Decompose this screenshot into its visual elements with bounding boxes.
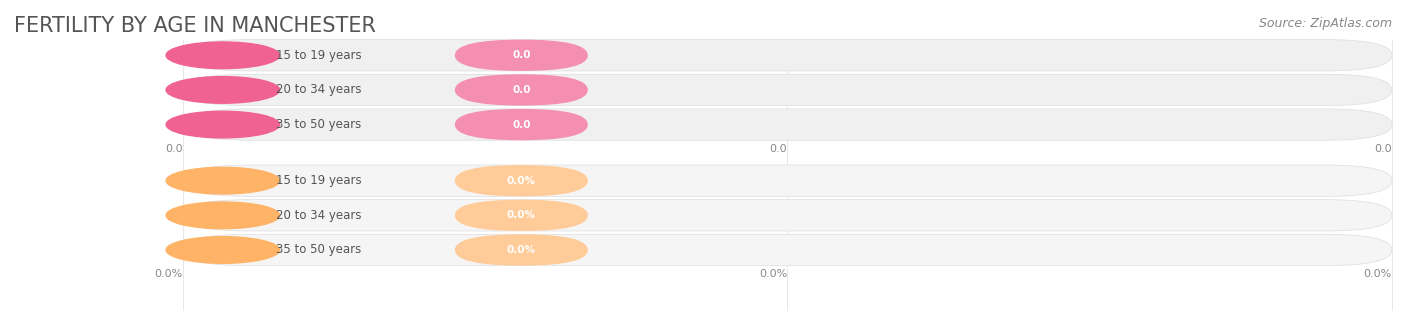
FancyBboxPatch shape	[183, 74, 1392, 106]
Text: 20 to 34 years: 20 to 34 years	[276, 83, 361, 96]
Text: 0.0: 0.0	[1374, 144, 1392, 154]
Text: 15 to 19 years: 15 to 19 years	[276, 49, 361, 62]
Text: 0.0%: 0.0%	[506, 210, 536, 220]
Text: FERTILITY BY AGE IN MANCHESTER: FERTILITY BY AGE IN MANCHESTER	[14, 16, 375, 37]
Text: 15 to 19 years: 15 to 19 years	[276, 174, 361, 187]
FancyBboxPatch shape	[456, 40, 588, 71]
FancyBboxPatch shape	[183, 234, 1392, 266]
FancyBboxPatch shape	[183, 165, 1392, 196]
Text: 0.0: 0.0	[512, 119, 530, 130]
FancyBboxPatch shape	[456, 109, 588, 140]
Text: 0.0%: 0.0%	[759, 269, 787, 279]
FancyBboxPatch shape	[183, 40, 1392, 71]
Text: 0.0%: 0.0%	[506, 245, 536, 255]
Text: 0.0: 0.0	[512, 50, 530, 60]
FancyBboxPatch shape	[183, 109, 1392, 140]
Circle shape	[166, 237, 280, 263]
Text: 20 to 34 years: 20 to 34 years	[276, 209, 361, 222]
Text: Source: ZipAtlas.com: Source: ZipAtlas.com	[1258, 16, 1392, 29]
Text: 35 to 50 years: 35 to 50 years	[276, 244, 361, 256]
Text: 0.0: 0.0	[769, 144, 787, 154]
Text: 0.0%: 0.0%	[155, 269, 183, 279]
Text: 0.0: 0.0	[512, 85, 530, 95]
Circle shape	[166, 167, 280, 194]
FancyBboxPatch shape	[456, 165, 588, 196]
Text: 0.0%: 0.0%	[1364, 269, 1392, 279]
Circle shape	[166, 77, 280, 103]
Circle shape	[166, 42, 280, 69]
Text: 0.0%: 0.0%	[506, 176, 536, 186]
FancyBboxPatch shape	[456, 234, 588, 266]
Circle shape	[166, 111, 280, 138]
FancyBboxPatch shape	[183, 200, 1392, 231]
Text: 35 to 50 years: 35 to 50 years	[276, 118, 361, 131]
FancyBboxPatch shape	[456, 200, 588, 231]
Circle shape	[166, 202, 280, 229]
Text: 0.0: 0.0	[165, 144, 183, 154]
FancyBboxPatch shape	[456, 74, 588, 106]
